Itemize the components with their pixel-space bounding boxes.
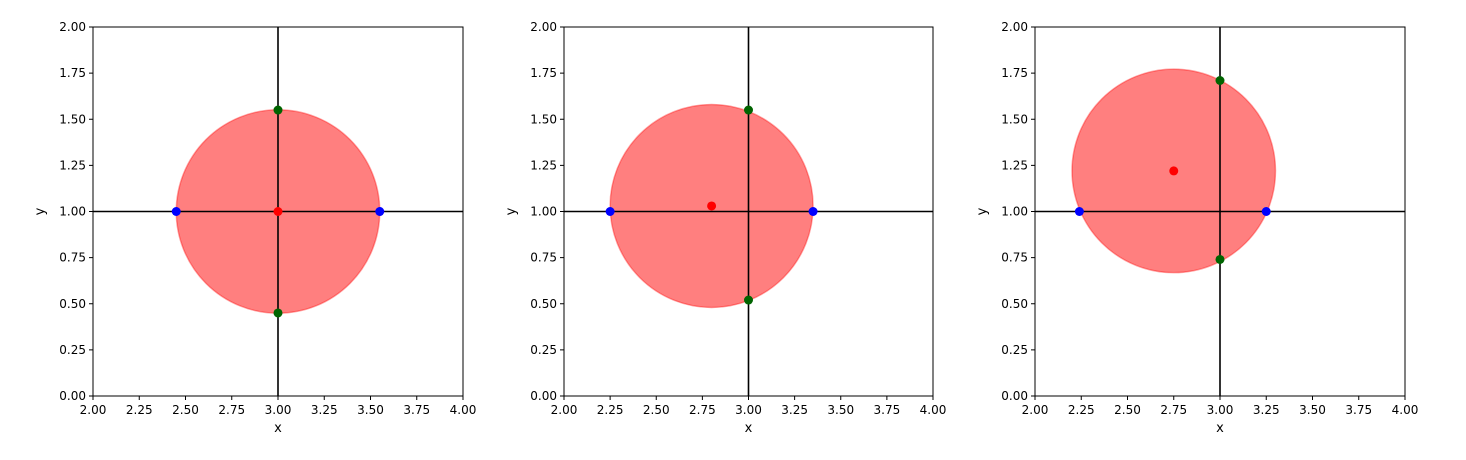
x-tick-label: 4.00 bbox=[920, 403, 947, 417]
x-intersection-point bbox=[808, 207, 818, 216]
y-tick-label: 1.25 bbox=[59, 158, 86, 172]
y-axis-label: y bbox=[504, 207, 519, 215]
x-tick-label: 2.00 bbox=[1022, 403, 1049, 417]
y-tick-label: 1.25 bbox=[530, 158, 557, 172]
y-tick-label: 1.50 bbox=[59, 112, 86, 126]
y-tick-label: 0.00 bbox=[59, 389, 86, 403]
x-tick-label: 3.00 bbox=[265, 403, 292, 417]
x-tick-label: 2.50 bbox=[1114, 403, 1141, 417]
y-tick-label: 0.25 bbox=[59, 343, 86, 357]
x-tick-label: 3.50 bbox=[357, 403, 384, 417]
x-tick-label: 4.00 bbox=[1392, 403, 1419, 417]
x-tick-label: 2.50 bbox=[172, 403, 199, 417]
y-tick-label: 0.50 bbox=[530, 297, 557, 311]
y-tick-label: 1.00 bbox=[530, 205, 557, 219]
y-intersection-point bbox=[744, 105, 753, 115]
y-tick-label: 2.00 bbox=[59, 20, 86, 34]
y-tick-label: 0.75 bbox=[1001, 251, 1028, 265]
y-tick-label: 2.00 bbox=[1001, 20, 1028, 34]
subplot-2: 2.00 2.25 2.50 2.75 3.00 3.25 3.50 3.75 4.00 0.00… bbox=[504, 20, 946, 436]
y-tick-label: 0.00 bbox=[530, 389, 557, 403]
x-tick-label: 3.25 bbox=[311, 403, 338, 417]
y-tick-label: 1.50 bbox=[1001, 112, 1028, 126]
center-point bbox=[1169, 166, 1179, 176]
y-tick-label: 1.75 bbox=[1001, 66, 1028, 80]
x-tick-label: 3.00 bbox=[735, 403, 762, 417]
x-tick-label: 3.75 bbox=[403, 403, 430, 417]
plot-area bbox=[1035, 27, 1405, 396]
x-tick-label: 2.75 bbox=[1160, 403, 1187, 417]
subplot-1: 2.00 2.25 2.50 2.75 3.00 3.25 3.50 3.75 4.00 0.00… bbox=[33, 20, 476, 436]
x-tick-label: 3.75 bbox=[1345, 403, 1372, 417]
center-point bbox=[707, 201, 717, 211]
x-tick-label: 2.50 bbox=[643, 403, 670, 417]
y-axis-label: y bbox=[975, 207, 990, 215]
y-intersection-point bbox=[744, 295, 753, 305]
x-tick-label: 2.25 bbox=[1068, 403, 1095, 417]
x-intersection-point bbox=[375, 207, 385, 216]
x-axis-label: x bbox=[745, 421, 753, 436]
x-tick-label: 3.25 bbox=[1253, 403, 1280, 417]
x-intersection-point bbox=[605, 207, 615, 216]
x-tick-label: 3.25 bbox=[781, 403, 808, 417]
y-tick-label: 0.75 bbox=[59, 251, 86, 265]
x-tick-label: 2.00 bbox=[80, 403, 107, 417]
y-intersection-point bbox=[273, 308, 283, 318]
x-intersection-point bbox=[1261, 207, 1271, 216]
y-axis-label: y bbox=[33, 207, 48, 215]
x-intersection-point bbox=[171, 207, 181, 216]
x-intersection-point bbox=[1074, 207, 1084, 216]
x-tick-label: 3.75 bbox=[874, 403, 901, 417]
x-tick-label: 3.50 bbox=[1299, 403, 1326, 417]
y-tick-label: 0.00 bbox=[1001, 389, 1028, 403]
y-intersection-point bbox=[273, 105, 283, 115]
subplot-3: 2.00 2.25 2.50 2.75 3.00 3.25 3.50 3.75 4.00 0.00… bbox=[975, 20, 1418, 436]
y-tick-label: 2.00 bbox=[530, 20, 557, 34]
x-tick-label: 2.25 bbox=[597, 403, 624, 417]
x-tick-label: 3.50 bbox=[827, 403, 854, 417]
center-point bbox=[273, 207, 283, 216]
plot-area bbox=[93, 27, 463, 396]
x-tick-label: 2.75 bbox=[689, 403, 716, 417]
x-tick-label: 3.00 bbox=[1207, 403, 1234, 417]
x-tick-label: 2.25 bbox=[126, 403, 153, 417]
x-axis-label: x bbox=[1216, 421, 1224, 436]
y-tick-label: 1.25 bbox=[1001, 158, 1028, 172]
y-tick-label: 0.50 bbox=[1001, 297, 1028, 311]
y-tick-label: 0.25 bbox=[1001, 343, 1028, 357]
x-tick-label: 2.75 bbox=[218, 403, 245, 417]
y-intersection-point bbox=[1215, 254, 1225, 264]
y-tick-label: 1.50 bbox=[530, 112, 557, 126]
y-tick-label: 0.25 bbox=[530, 343, 557, 357]
plot-area bbox=[564, 27, 933, 396]
x-tick-label: 2.00 bbox=[551, 403, 578, 417]
y-tick-label: 1.75 bbox=[530, 66, 557, 80]
y-intersection-point bbox=[1215, 76, 1225, 86]
y-tick-label: 0.75 bbox=[530, 251, 557, 265]
y-tick-label: 1.75 bbox=[59, 66, 86, 80]
x-tick-label: 4.00 bbox=[450, 403, 477, 417]
x-axis-label: x bbox=[274, 421, 282, 436]
y-tick-label: 1.00 bbox=[1001, 205, 1028, 219]
y-tick-label: 0.50 bbox=[59, 297, 86, 311]
y-tick-label: 1.00 bbox=[59, 205, 86, 219]
